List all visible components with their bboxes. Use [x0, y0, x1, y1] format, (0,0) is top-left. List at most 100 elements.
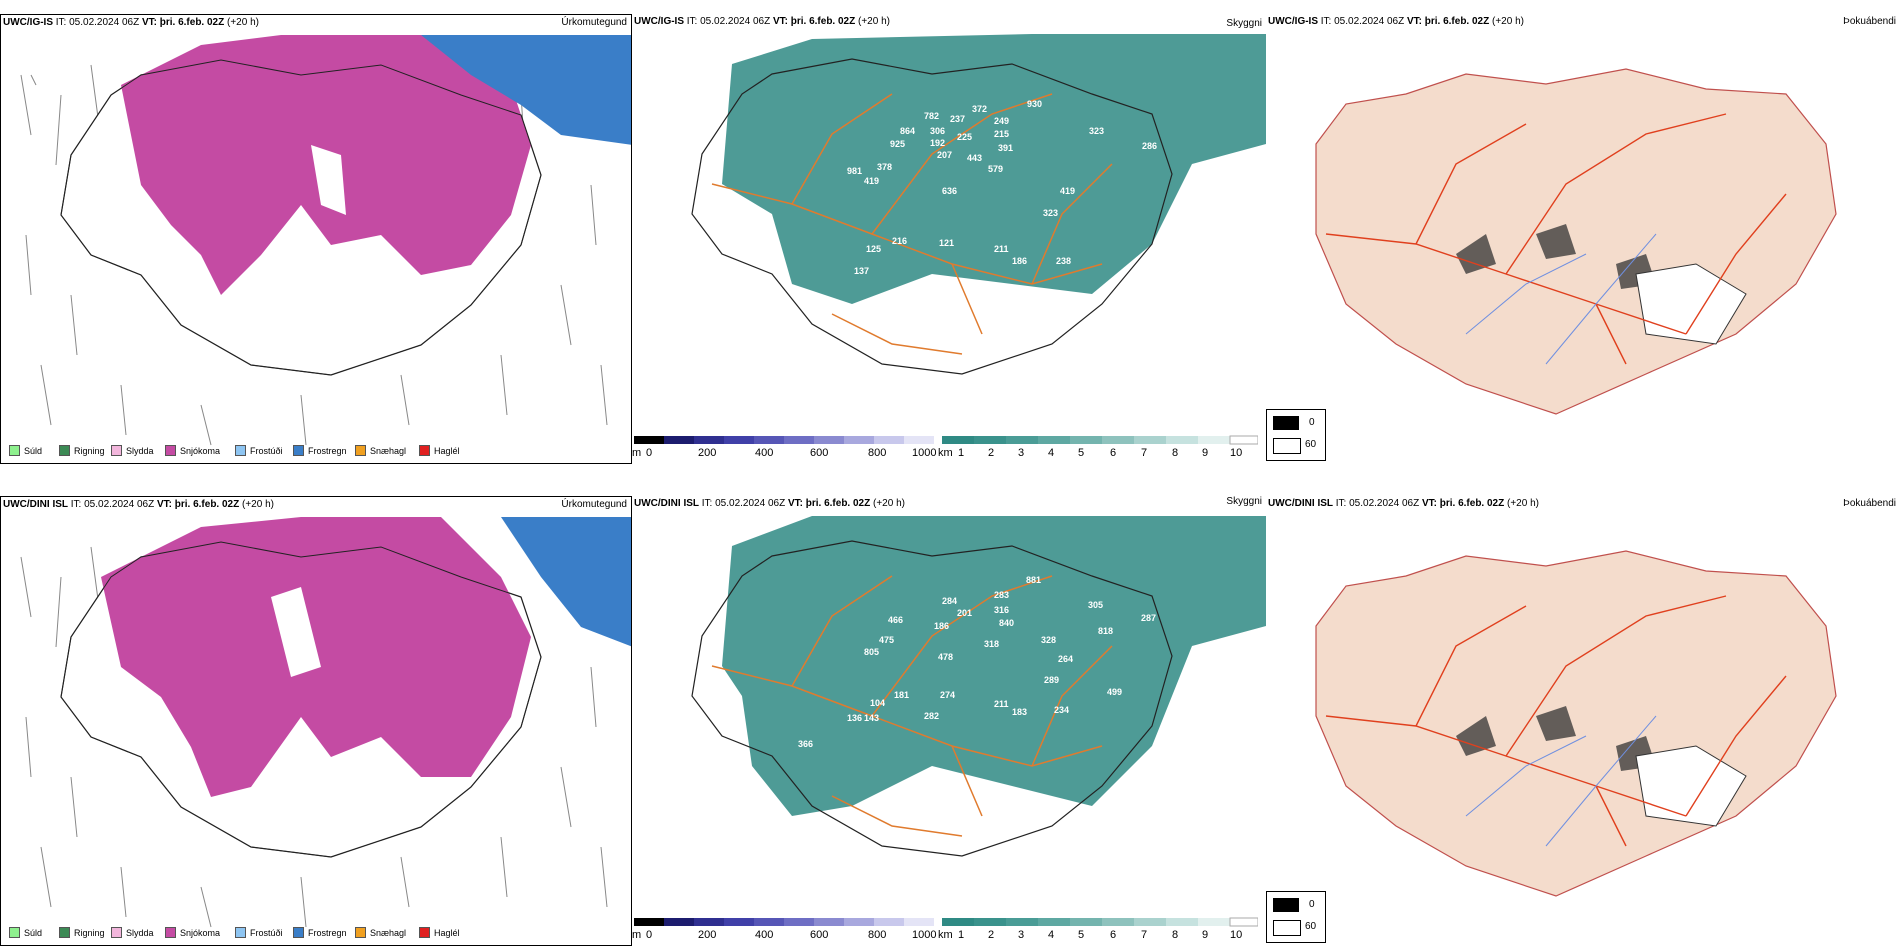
elevation-labels: 782 372 930 237 249 864 306 225 215 323 …	[847, 99, 1157, 276]
legend-swatch	[165, 927, 176, 938]
elev-label: 881	[1026, 575, 1041, 585]
fog-legend-swatch	[1273, 438, 1301, 454]
scale-tick: 7	[1141, 929, 1148, 941]
scale-tick: 200	[698, 447, 717, 459]
elevation-colorbar	[634, 436, 934, 444]
elev-label: 125	[866, 244, 881, 254]
scale-tick: 7	[1141, 447, 1148, 459]
legend-label: Snæhagl	[370, 445, 407, 456]
elev-label: 478	[938, 652, 953, 662]
elev-label: 925	[890, 139, 905, 149]
cloud-scale: km 1 2 3 4 5 6 7 8 9 10	[938, 916, 1260, 946]
freezing-rain-area	[501, 517, 631, 647]
scale-tick: 800	[868, 929, 887, 941]
legend-label: Rigning	[74, 445, 105, 456]
rivers	[1465, 715, 1657, 847]
scale-tick: 3	[1018, 929, 1025, 941]
scale-tick: 600	[810, 929, 829, 941]
elev-label: 186	[1012, 256, 1027, 266]
fog-legend-label: 0	[1309, 417, 1315, 428]
elevation-scale: m 0 200 400 600 800 1000	[632, 916, 942, 946]
scale-tick: 3	[1018, 447, 1025, 459]
elev-label: 211	[994, 699, 1009, 709]
elev-label: 328	[1041, 635, 1056, 645]
elevation-colorbar	[634, 918, 934, 926]
elev-label: 284	[942, 596, 957, 606]
scale-unit: km	[938, 929, 953, 941]
elev-label: 466	[888, 615, 903, 625]
cloud-panel-bottom: UWC/DINI ISL IT: 05.02.2024 06Z VT: þri.…	[632, 496, 1266, 946]
elev-label: 238	[1056, 256, 1071, 266]
elev-label: 323	[1043, 208, 1058, 218]
cloud-colorbar	[942, 917, 1258, 927]
elev-label: 283	[994, 590, 1009, 600]
elev-label: 282	[924, 711, 939, 721]
elev-label: 306	[930, 126, 945, 136]
legend-label: Súld	[24, 445, 43, 456]
elev-label: 289	[1044, 675, 1059, 685]
elev-label: 378	[877, 162, 892, 172]
cloud-colorbar	[942, 435, 1258, 445]
scale-tick: 6	[1110, 447, 1117, 459]
elev-label: 366	[798, 739, 813, 749]
legend-swatch	[111, 927, 122, 938]
elev-label: 287	[1141, 613, 1156, 623]
elev-label: 305	[1088, 600, 1103, 610]
scale-tick: 10	[1230, 929, 1243, 941]
elev-label: 211	[994, 244, 1009, 254]
fog-legend: 0 60	[1266, 409, 1326, 461]
scale-tick: 1	[958, 447, 965, 459]
scale-tick: 800	[868, 447, 887, 459]
elev-label: 225	[957, 132, 972, 142]
elev-label: 249	[994, 116, 1009, 126]
legend-label: Haglél	[434, 927, 460, 938]
cloud-panel-top: UWC/IG-IS IT: 05.02.2024 06Z VT: þri. 6.…	[632, 14, 1266, 464]
legend-swatch	[9, 445, 20, 456]
elev-label: 121	[939, 238, 954, 248]
fog-legend-swatch	[1273, 416, 1299, 430]
scale-tick: 2	[988, 447, 995, 459]
elev-label: 323	[1089, 126, 1104, 136]
fog-patches	[1456, 706, 1656, 771]
fog-panel-top: UWC/IG-IS IT: 05.02.2024 06Z VT: þri. 6.…	[1266, 14, 1900, 464]
elev-label: 136	[847, 713, 862, 723]
rivers	[1465, 233, 1657, 365]
scale-tick: 10	[1230, 447, 1243, 459]
legend-swatch	[165, 445, 176, 456]
scale-tick: 0	[646, 929, 653, 941]
elev-label: 782	[924, 111, 939, 121]
snow-gap	[311, 145, 346, 215]
coast-detail	[60, 59, 542, 376]
elev-label: 419	[864, 176, 879, 186]
iceland-outline	[691, 58, 1173, 375]
snow-gap	[271, 587, 321, 677]
elev-label: 318	[984, 639, 999, 649]
scale-tick: 8	[1172, 447, 1179, 459]
fog-patches	[1456, 224, 1656, 289]
coast-detail	[60, 541, 542, 858]
elev-label: 372	[972, 104, 987, 114]
legend-label: Frostúði	[250, 927, 283, 938]
panel-header: UWC/IG-IS IT: 05.02.2024 06Z VT: þri. 6.…	[1268, 16, 1524, 27]
elev-label: 137	[854, 266, 869, 276]
scale-tick: 600	[810, 447, 829, 459]
legend-label: Snjókoma	[180, 445, 221, 456]
elev-label: 818	[1098, 626, 1113, 636]
elev-label: 143	[864, 713, 879, 723]
fog-legend-swatch	[1273, 898, 1299, 912]
scale-tick: 1	[958, 929, 965, 941]
legend-swatch	[293, 927, 304, 938]
elev-label: 237	[950, 114, 965, 124]
scale-unit: m	[632, 447, 642, 459]
fog-legend: 0 60	[1266, 891, 1326, 943]
elevation-labels: 284 283 881 201 316 305 466 186 840 287 …	[798, 575, 1156, 749]
precip-map	[20, 35, 631, 446]
scale-tick: 2	[988, 929, 995, 941]
elev-label: 475	[879, 635, 894, 645]
road-network	[1325, 113, 1787, 365]
elev-label: 636	[942, 186, 957, 196]
legend-label: Snjókoma	[180, 927, 221, 938]
legend-swatch	[111, 445, 122, 456]
panel-field-name: Þokuábendi	[1843, 16, 1896, 27]
panel-header: UWC/DINI ISL IT: 05.02.2024 06Z VT: þri.…	[634, 498, 905, 509]
